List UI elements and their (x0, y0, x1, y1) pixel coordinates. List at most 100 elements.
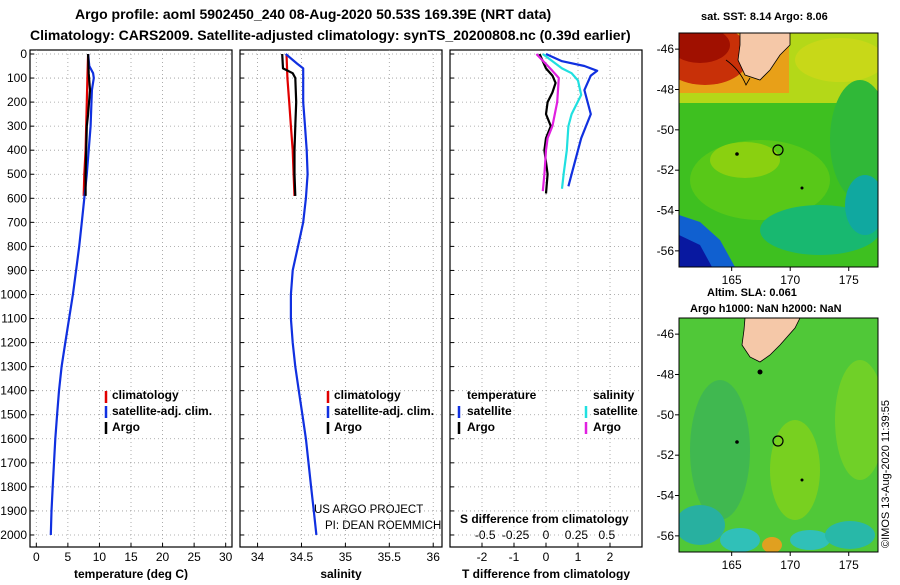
legend-argo-label: Argo (334, 420, 362, 434)
legend-climatology-label: climatology (334, 388, 401, 402)
lat-tick-label: -46 (657, 327, 675, 341)
s-tick-label: 0 (543, 528, 550, 542)
profile-marker (772, 435, 784, 447)
legend-s-argo-label: Argo (593, 420, 621, 434)
salinity-series (281, 53, 318, 536)
lat-tick-label: -54 (657, 489, 675, 503)
legend-argo-label: Argo (112, 420, 140, 434)
x-tick-label: 25 (187, 550, 201, 564)
difference-legend: temperature salinity satellite Argo sate… (457, 388, 638, 434)
series-line-t-satellite (545, 52, 599, 187)
depth-tick-label: 1000 (0, 287, 27, 301)
difference-panel: -2 -1 0 1 2 -0.5 -0.25 0 0.25 0.5 S difference f… (449, 49, 643, 581)
sst-map-ticks: 165 170 175 -46 -48 -50 -52 -54 -56 (657, 42, 859, 287)
temperature-grid (30, 50, 232, 547)
depth-tick-label: 500 (7, 167, 27, 181)
legend-satellite-adj-label: satellite-adj. clim. (334, 404, 434, 418)
sla-map-ticks: 165 170 175 -46 -48 -50 -52 -54 -56 (657, 327, 859, 572)
sla-map-field (679, 318, 878, 552)
x-tick-label: 34.5 (290, 550, 314, 564)
depth-tick-label: 1800 (0, 480, 27, 494)
difference-series (535, 52, 599, 194)
x-tick-label: 2 (607, 550, 614, 564)
salinity-legend: climatology satellite-adj. clim. Argo (326, 388, 434, 434)
legend-climatology-label: climatology (112, 388, 179, 402)
lat-tick-label: -52 (657, 163, 675, 177)
depth-tick-label: 700 (7, 215, 27, 229)
s-tick-label: -0.25 (502, 528, 530, 542)
lat-tick-label: -48 (657, 82, 675, 96)
s-tick-label: -0.5 (475, 528, 496, 542)
depth-tick-label: 400 (7, 143, 27, 157)
depth-tick-label: 600 (7, 191, 27, 205)
depth-tick-label: 1300 (0, 360, 27, 374)
x-tick-label: 5 (65, 550, 72, 564)
lon-tick-label: 175 (839, 273, 859, 287)
temperature-axis-label: temperature (deg C) (74, 567, 188, 580)
legend-t-satellite-label: satellite (467, 404, 512, 418)
lon-tick-label: 170 (780, 558, 800, 572)
credit-project: US ARGO PROJECT (314, 504, 423, 516)
x-tick-label: 15 (124, 550, 138, 564)
series-line-satellite-adj-clim- (49, 53, 95, 536)
s-difference-axis-label: S difference from climatology (460, 512, 629, 526)
depth-tick-label: 1900 (0, 504, 27, 518)
x-tick-label: 10 (93, 550, 107, 564)
s-tick-label: 0.25 (565, 528, 589, 542)
x-tick-label: 35 (339, 550, 353, 564)
x-tick-label: 34 (251, 550, 265, 564)
profile-marker (772, 144, 784, 156)
sst-map-panel: sat. SST: 8.14 Argo: 8.06 (657, 11, 879, 315)
lat-tick-label: -48 (657, 367, 675, 381)
depth-tick-label: 1600 (0, 432, 27, 446)
depth-tick-label: 100 (7, 71, 27, 85)
series-line-argo (281, 53, 298, 196)
x-tick-label: 35.5 (378, 550, 402, 564)
lon-tick-label: 165 (722, 558, 742, 572)
credit-pi: PI: DEAN ROEMMICH (325, 520, 441, 532)
legend-temperature-title: temperature (467, 388, 537, 402)
depth-tick-label: 1500 (0, 408, 27, 422)
depth-tick-label: 1400 (0, 384, 27, 398)
depth-tick-label: 1200 (0, 336, 27, 350)
series-line-satellite-adj-clim- (284, 53, 318, 536)
lon-tick-label: 170 (780, 273, 800, 287)
legend-satellite-adj-label: satellite-adj. clim. (112, 404, 212, 418)
legend-s-satellite-label: satellite (593, 404, 638, 418)
lon-tick-label: 175 (839, 558, 859, 572)
land-mass (737, 33, 791, 81)
x-tick-label: -1 (509, 550, 520, 564)
x-tick-label: 0 (33, 550, 40, 564)
salinity-tick-labels: 34 34.5 35 35.5 36 (251, 550, 440, 564)
sst-map-frame (678, 32, 879, 268)
lat-tick-label: -50 (657, 408, 675, 422)
series-line-s-argo (535, 53, 560, 192)
title-line-1: Argo profile: aoml 5902450_240 08-Aug-20… (75, 6, 551, 22)
lat-tick-label: -56 (657, 529, 675, 543)
t-difference-tick-labels: -2 -1 0 1 2 (477, 550, 614, 564)
difference-grid (450, 50, 642, 547)
depth-tick-labels: 0 100 200 300 400 500 600 700 800 900 1000 1100 1200… (0, 47, 27, 542)
depth-tick-label: 300 (7, 119, 27, 133)
sla-map-title-line-1: Altim. SLA: 0.061 (707, 287, 797, 299)
s-difference-tick-labels: -0.5 -0.25 0 0.25 0.5 (475, 528, 616, 542)
x-tick-label: 20 (156, 550, 170, 564)
temperature-legend: climatology satellite-adj. clim. Argo (104, 388, 212, 434)
sla-map-frame (678, 317, 879, 553)
legend-salinity-title: salinity (593, 388, 635, 402)
sla-map-title-line-2: Argo h1000: NaN h2000: NaN (690, 303, 842, 315)
title-line-2: Climatology: CARS2009. Satellite-adjuste… (30, 27, 631, 43)
salinity-panel: 34 34.5 35 35.5 36 salinity climatology sate… (239, 49, 443, 581)
series-line-argo (84, 53, 92, 196)
depth-tick-label: 1700 (0, 456, 27, 470)
x-tick-label: 30 (219, 550, 233, 564)
salinity-axis-label: salinity (320, 567, 362, 580)
temperature-series (49, 53, 95, 536)
depth-tick-label: 1100 (1, 312, 27, 326)
depth-tick-label: 2000 (0, 528, 27, 542)
depth-tick-label: 900 (7, 263, 27, 277)
salinity-panel-frame (239, 49, 443, 548)
sla-map-panel: 165 170 175 -46 -48 -50 -52 -54 -56 (657, 317, 879, 572)
s-tick-label: 0.5 (598, 528, 615, 542)
